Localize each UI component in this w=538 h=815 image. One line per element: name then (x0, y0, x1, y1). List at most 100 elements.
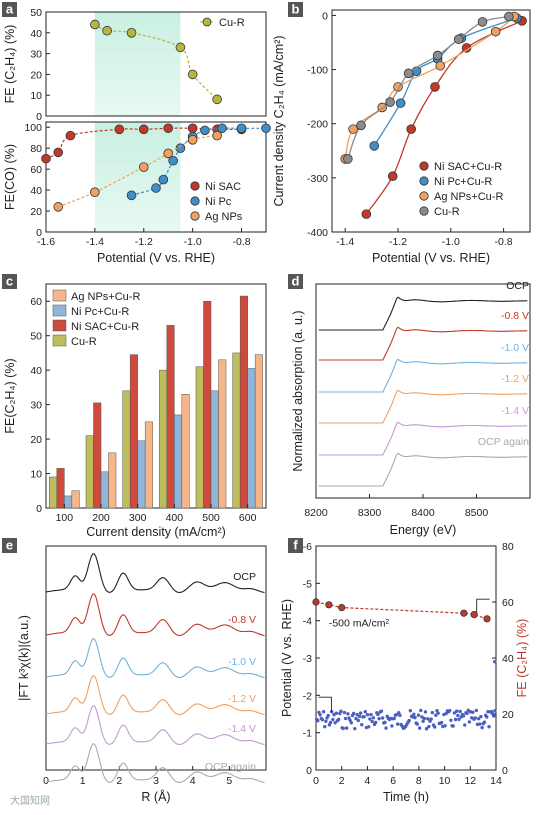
panel-f-potential-point (412, 712, 416, 716)
panel-a-xtick-label: -1.0 (184, 236, 202, 248)
panel-a-bottom-legend-label: Ni SAC (205, 181, 241, 193)
panel-f-xtick-label: 8 (416, 775, 422, 787)
panel-f-potential-point (377, 716, 381, 721)
panel-f-potential-point (395, 722, 400, 726)
panel-d-spectrum (318, 452, 528, 487)
panel-f-potential-point (398, 713, 402, 718)
panel-f-potential-point (479, 714, 483, 719)
panel-c-bar (218, 359, 227, 509)
panel-f-potential-point (465, 711, 469, 716)
panel-f-potential-point (323, 724, 327, 729)
panel-f-potential-point (349, 721, 354, 725)
panel-d-series-label: -1.4 V (501, 405, 529, 417)
panel-f-potential-point (328, 720, 333, 725)
panel-f-potential-point (355, 712, 359, 717)
panel-f-potential-point (367, 725, 371, 729)
panel-c-bar (129, 354, 138, 509)
panel-a-top-ylabel: FE (C₂H₄) (%) (3, 25, 17, 104)
panel-c-bar (93, 402, 102, 509)
panel-c-bar (203, 300, 212, 509)
panel-c-bar (137, 440, 146, 509)
panel-b-point (387, 171, 398, 182)
panel-a-top-point (90, 19, 100, 30)
panel-f-potential-point (331, 717, 335, 722)
panel-f-ylabel-left: Potential (V vs. RHE) (280, 599, 294, 717)
panel-a-bottom-point (138, 124, 149, 135)
panel-c-legend-label: Ni Pc+Cu-R (71, 306, 129, 318)
panel-a-bottom-point (175, 143, 186, 153)
panel-f-fe-point (325, 601, 333, 609)
panel-f-potential-point (424, 727, 429, 731)
panel-d-spectrum (318, 358, 528, 393)
panel-e-series-label: OCP (233, 571, 256, 583)
panel-c-bar (122, 390, 131, 509)
panel-f-potential-point (357, 714, 362, 719)
panel-b-legend-marker (419, 176, 429, 186)
panel-a-bottom-series-line (131, 127, 266, 196)
panel-a-bottom-ytick-label: 60 (30, 164, 42, 176)
panel-f-potential-point (373, 720, 378, 725)
panel-label-box-c (2, 274, 17, 289)
panel-e-ylabel: |FT k³χ(k)|(a.u.) (17, 615, 31, 701)
panel-f-potential-point (482, 720, 487, 724)
panel-f-potential-point (426, 717, 430, 721)
panel-a-top-point (187, 69, 198, 80)
panel-a-bottom-legend-marker (190, 181, 200, 191)
panel-c-bar (49, 476, 58, 509)
panel-a-top-point (102, 25, 112, 36)
panel-b-xtick-label: -1.4 (336, 236, 354, 248)
panel-c-bar (166, 325, 175, 509)
panel-b-legend-label: Ni SAC+Cu-R (434, 161, 502, 173)
panel-a-bottom-legend-marker (190, 211, 200, 221)
panel-c-legend-label: Ni SAC+Cu-R (71, 321, 139, 333)
panel-a-bottom-point (114, 124, 125, 135)
panel-e-series-label: -1.4 V (228, 723, 256, 735)
panel-c-ytick-label: 50 (30, 331, 42, 343)
panel-a-bottom-legend-marker (190, 196, 200, 206)
panel-f-fe-point (470, 610, 478, 619)
panel-label-box-b (288, 2, 303, 17)
panel-a-bottom-ytick-label: 40 (30, 185, 42, 197)
panel-f-xtick-label: 4 (365, 775, 371, 787)
panel-a-top-frame (45, 11, 267, 117)
panel-label-e: e (6, 538, 13, 553)
panel-f-arrow-right (476, 598, 490, 614)
panel-a-xtick-label: -1.2 (135, 236, 153, 248)
panel-f-potential-point (452, 711, 457, 715)
panel-f-potential-point (339, 709, 343, 713)
panel-f-potential-point (358, 711, 363, 715)
panel-f-potential-point (326, 713, 330, 718)
panel-f-potential-point (371, 716, 376, 720)
panel-f-potential-point (422, 716, 426, 721)
panel-f-potential-point (360, 722, 364, 727)
watermark: 大国知网 (10, 794, 50, 807)
panel-b-point (385, 97, 395, 107)
panel-c-bar (64, 495, 73, 509)
panel-f-potential-point (451, 724, 455, 728)
panel-c-bar (174, 414, 183, 509)
panel-a-bottom-point (158, 174, 169, 185)
panel-c-bar (239, 295, 248, 509)
panel-a-bottom-ytick-label: 80 (30, 143, 42, 155)
panel-f-potential-point (474, 708, 479, 713)
panel-f-left-ytick-label: -6 (303, 541, 312, 553)
panel-f-potential-point (380, 716, 385, 720)
panel-a-xtick-label: -1.4 (86, 236, 104, 248)
panel-f-left-ytick-label: -3 (303, 653, 312, 665)
panel-a-bottom-point (187, 135, 198, 145)
panel-c-xtick-label: 400 (166, 512, 184, 524)
panel-d-xlabel: Energy (eV) (390, 523, 457, 537)
panel-c-legend-swatch (52, 289, 67, 302)
panel-label-box-d (288, 274, 303, 289)
panel-f-potential-point (415, 722, 420, 726)
panel-a-bottom-point (151, 183, 161, 193)
panel-e-curve (45, 638, 265, 679)
panel-d-xtick-label: 8200 (304, 507, 328, 519)
panel-f-potential-point (429, 717, 433, 721)
panel-f-potential-point (485, 715, 489, 719)
panel-b-ytick-label: 0 (322, 10, 328, 22)
panel-c-xlabel: Current density (mA/cm²) (86, 525, 226, 539)
panel-b-frame (331, 9, 531, 233)
panel-e-series-label: -0.8 V (228, 614, 256, 626)
panel-f-potential-point (318, 713, 322, 717)
